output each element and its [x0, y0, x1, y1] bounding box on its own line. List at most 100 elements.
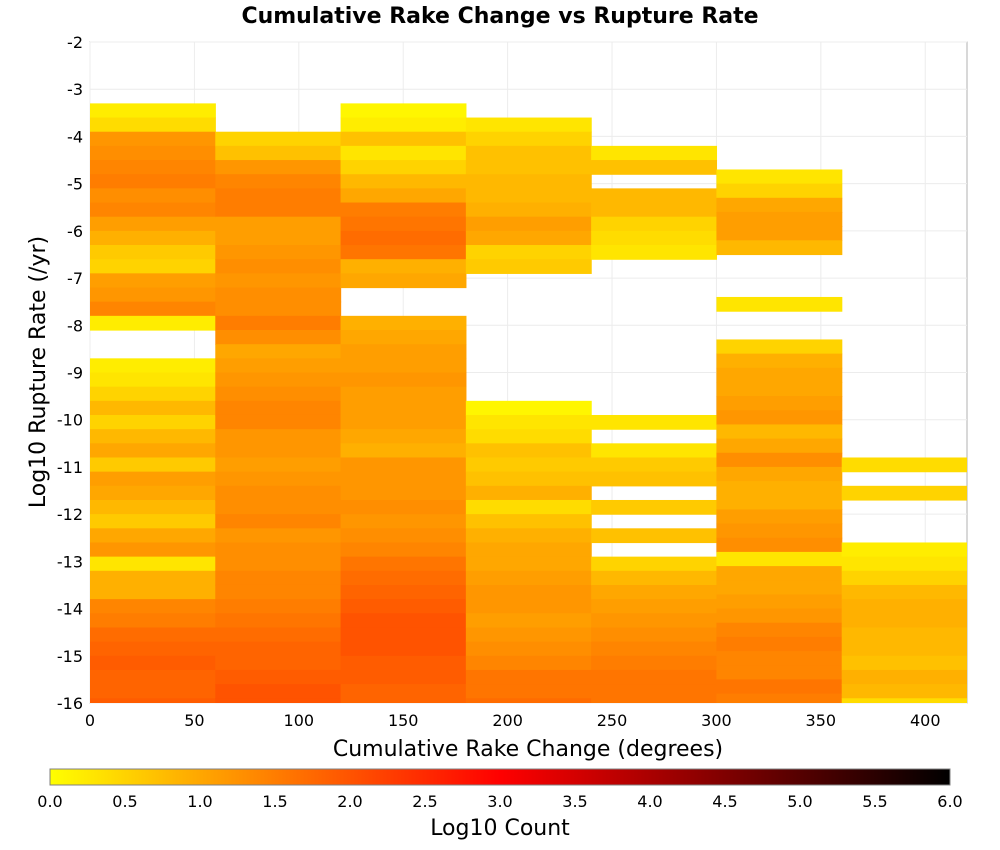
- heatmap-cell: [215, 301, 342, 317]
- heatmap-cell: [340, 245, 467, 260]
- heatmap-cell: [591, 499, 718, 515]
- x-tick-label: 0: [85, 711, 95, 730]
- y-tick-label: -15: [57, 647, 83, 666]
- heatmap-cell: [90, 669, 216, 685]
- x-tick-label: 100: [284, 711, 315, 730]
- heatmap-cell: [716, 594, 843, 610]
- heatmap-cell: [465, 245, 592, 260]
- heatmap-cell: [841, 698, 967, 703]
- heatmap-cell: [340, 414, 467, 430]
- heatmap-cell: [90, 245, 216, 260]
- heatmap-cells: [90, 103, 967, 703]
- x-tick-label: 350: [806, 711, 837, 730]
- heatmap-cell: [215, 202, 342, 218]
- heatmap-cell: [90, 429, 216, 444]
- heatmap-cell: [90, 117, 216, 133]
- heatmap-cell: [340, 641, 467, 657]
- heatmap-cell: [716, 396, 843, 411]
- heatmap-cell: [465, 599, 592, 614]
- heatmap-cell: [340, 174, 467, 189]
- heatmap-cell: [465, 414, 592, 430]
- heatmap-cell: [591, 245, 718, 260]
- heatmap-cell: [716, 495, 843, 511]
- heatmap-cell: [591, 160, 718, 175]
- heatmap-cell: [340, 669, 467, 685]
- heatmap-cell: [465, 400, 592, 416]
- heatmap-cell: [90, 145, 216, 161]
- heatmap-cell: [340, 103, 467, 119]
- heatmap-cell: [90, 542, 216, 558]
- x-tick-label: 50: [184, 711, 204, 730]
- heatmap-cell: [90, 230, 216, 246]
- heatmap-cell: [90, 570, 216, 586]
- heatmap-cell: [90, 599, 216, 614]
- heatmap-cell: [90, 613, 216, 629]
- heatmap-cell: [465, 259, 592, 274]
- heatmap-cell: [716, 551, 843, 567]
- heatmap-cell: [591, 641, 718, 657]
- heatmap-cell: [465, 627, 592, 643]
- heatmap-cell: [340, 698, 467, 703]
- heatmap-cell: [716, 580, 843, 596]
- heatmap-cell: [340, 514, 467, 529]
- colorbar-tick-label: 3.5: [562, 792, 587, 811]
- heatmap-cell: [340, 386, 467, 402]
- heatmap-cell: [90, 174, 216, 189]
- heatmap-cell: [716, 566, 843, 581]
- heatmap-cell: [591, 655, 718, 671]
- heatmap-cell: [716, 367, 843, 383]
- colorbar-tick-label: 4.0: [637, 792, 662, 811]
- heatmap-cell: [215, 216, 342, 232]
- heatmap-cell: [841, 457, 967, 473]
- heatmap-cell: [215, 599, 342, 614]
- heatmap-cell: [465, 542, 592, 558]
- heatmap-cell: [465, 641, 592, 657]
- heatmap-cell: [90, 499, 216, 515]
- heatmap-cell: [215, 372, 342, 388]
- heatmap-cell: [215, 485, 342, 501]
- heatmap-cell: [465, 131, 592, 147]
- heatmap-cell: [215, 429, 342, 444]
- colorbar-tick-label: 2.0: [337, 792, 362, 811]
- heatmap-cell: [716, 211, 843, 227]
- y-tick-label: -2: [67, 33, 83, 52]
- heatmap-cell: [465, 471, 592, 487]
- heatmap-cell: [215, 698, 342, 703]
- colorbar-tick-label: 0.5: [112, 792, 137, 811]
- colorbar-tick-label: 5.5: [862, 792, 887, 811]
- heatmap-cell: [465, 429, 592, 444]
- heatmap-cell: [591, 669, 718, 685]
- heatmap-cell: [90, 372, 216, 388]
- colorbar-tick-label: 1.5: [262, 792, 287, 811]
- heatmap-cell: [716, 636, 843, 652]
- heatmap-cell: [340, 627, 467, 643]
- heatmap-cell: [340, 330, 467, 345]
- heatmap-cell: [716, 452, 843, 468]
- heatmap-cell: [591, 457, 718, 473]
- x-tick-label: 300: [701, 711, 732, 730]
- heatmap-cell: [215, 330, 342, 345]
- heatmap-cell: [841, 584, 967, 600]
- heatmap-cell: [340, 131, 467, 147]
- heatmap-cell: [90, 400, 216, 416]
- heatmap-cell: [465, 216, 592, 232]
- colorbar-tick-label: 4.5: [712, 792, 737, 811]
- heatmap-cell: [591, 698, 718, 703]
- heatmap-cell: [215, 528, 342, 544]
- heatmap-cell: [716, 353, 843, 369]
- colorbar-tick-label: 1.0: [187, 792, 212, 811]
- heatmap-cell: [465, 145, 592, 161]
- heatmap-cell: [465, 528, 592, 544]
- heatmap-cell: [90, 641, 216, 657]
- heatmap-cell: [716, 665, 843, 680]
- heatmap-cell: [465, 655, 592, 671]
- heatmap-cell: [591, 613, 718, 629]
- heatmap-cell: [340, 429, 467, 444]
- y-tick-label: -16: [57, 694, 83, 713]
- heatmap-cell: [340, 684, 467, 699]
- heatmap-cell: [591, 471, 718, 487]
- x-axis-ticks: 0 50 100 150 200 250 300 350 400: [85, 711, 941, 730]
- heatmap-cell: [215, 386, 342, 402]
- heatmap-cell: [340, 499, 467, 515]
- heatmap-cell: [90, 556, 216, 572]
